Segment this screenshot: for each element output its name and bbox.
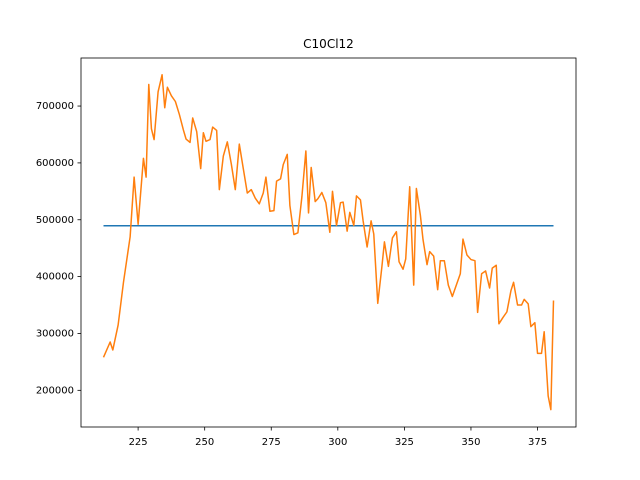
x-tick-label: 350: [461, 437, 480, 448]
x-tick-label: 300: [328, 437, 347, 448]
x-tick-label: 225: [129, 437, 148, 448]
y-tick-label: 300000: [36, 328, 74, 339]
x-tick-label: 375: [528, 437, 547, 448]
y-tick-label: 500000: [36, 215, 74, 226]
y-tick-label: 700000: [36, 101, 74, 112]
plot-frame: [80, 57, 577, 428]
x-tick-label: 325: [395, 437, 414, 448]
y-tick-label: 200000: [36, 385, 74, 396]
x-tick-label: 250: [195, 437, 214, 448]
y-tick-label: 400000: [36, 272, 74, 283]
x-tick-label: 275: [262, 437, 281, 448]
chart-title: C10Cl12: [303, 37, 354, 51]
y-tick-label: 600000: [36, 158, 74, 169]
data-line: [102, 74, 555, 411]
